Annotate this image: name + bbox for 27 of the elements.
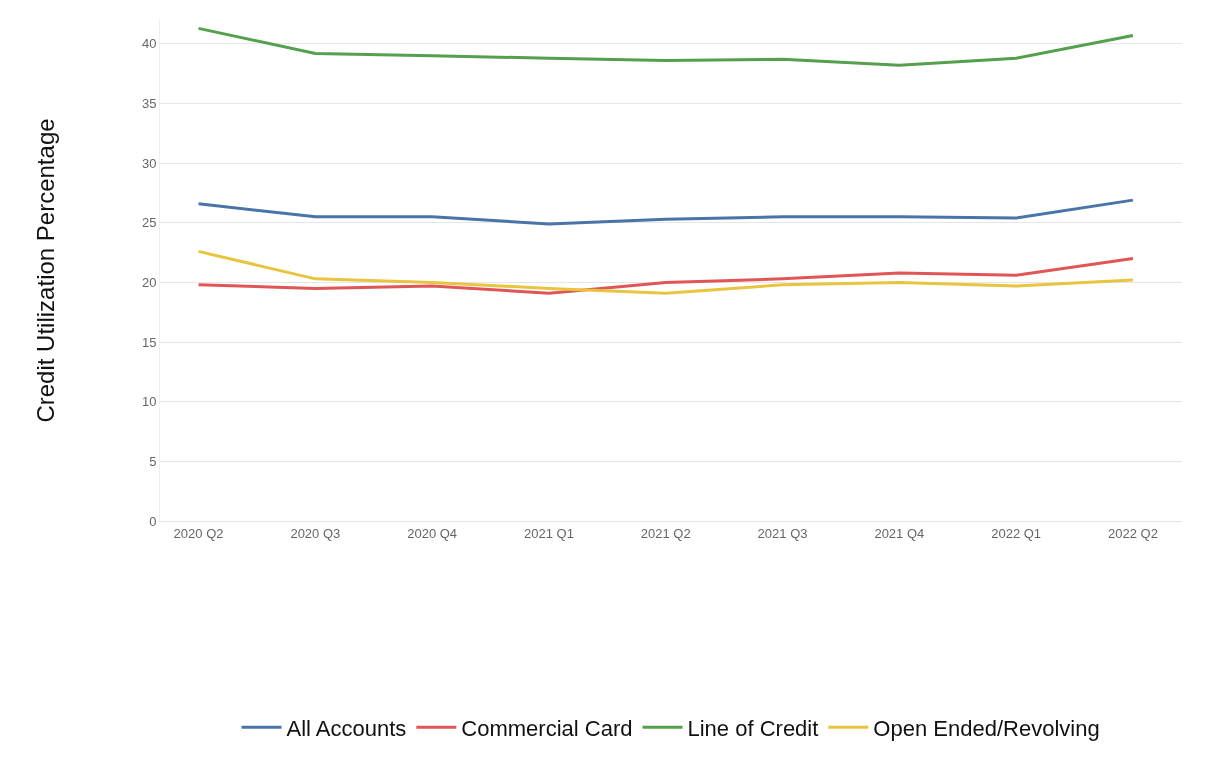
- legend-label: Line of Credit: [687, 715, 819, 741]
- y-tick-label: 15: [141, 334, 157, 350]
- y-tick-label: 0: [149, 513, 157, 529]
- legend-label: All Accounts: [286, 715, 407, 741]
- line-series: [197, 26, 1135, 67]
- y-tick-label: 40: [141, 36, 157, 52]
- line-series: [197, 257, 1135, 295]
- x-tick-label: 2020 Q2: [173, 525, 224, 541]
- y-axis-title: Credit Utilization Percentage: [32, 118, 60, 423]
- x-tick-label: 2021 Q1: [524, 525, 574, 541]
- line-series: [197, 198, 1135, 226]
- legend-label: Commercial Card: [461, 715, 633, 741]
- y-tick-label: 10: [141, 394, 157, 410]
- x-tick-label: 2021 Q4: [874, 525, 925, 541]
- x-tick-label: 2021 Q3: [757, 525, 808, 541]
- y-tick-label: 30: [141, 155, 157, 171]
- y-tick-label: 35: [141, 96, 157, 112]
- y-tick-label: 25: [141, 215, 157, 231]
- y-tick-label: 20: [141, 274, 157, 290]
- x-tick-label: 2020 Q3: [290, 525, 341, 541]
- line-series: [197, 249, 1135, 295]
- y-tick-label: 5: [149, 453, 157, 469]
- x-tick-label: 2020 Q4: [407, 525, 458, 541]
- x-tick-label: 2021 Q2: [640, 525, 691, 541]
- x-tick-label: 2022 Q1: [991, 525, 1042, 541]
- x-tick-label: 2022 Q2: [1108, 525, 1158, 541]
- legend-label: Open Ended/Revolving: [873, 715, 1100, 741]
